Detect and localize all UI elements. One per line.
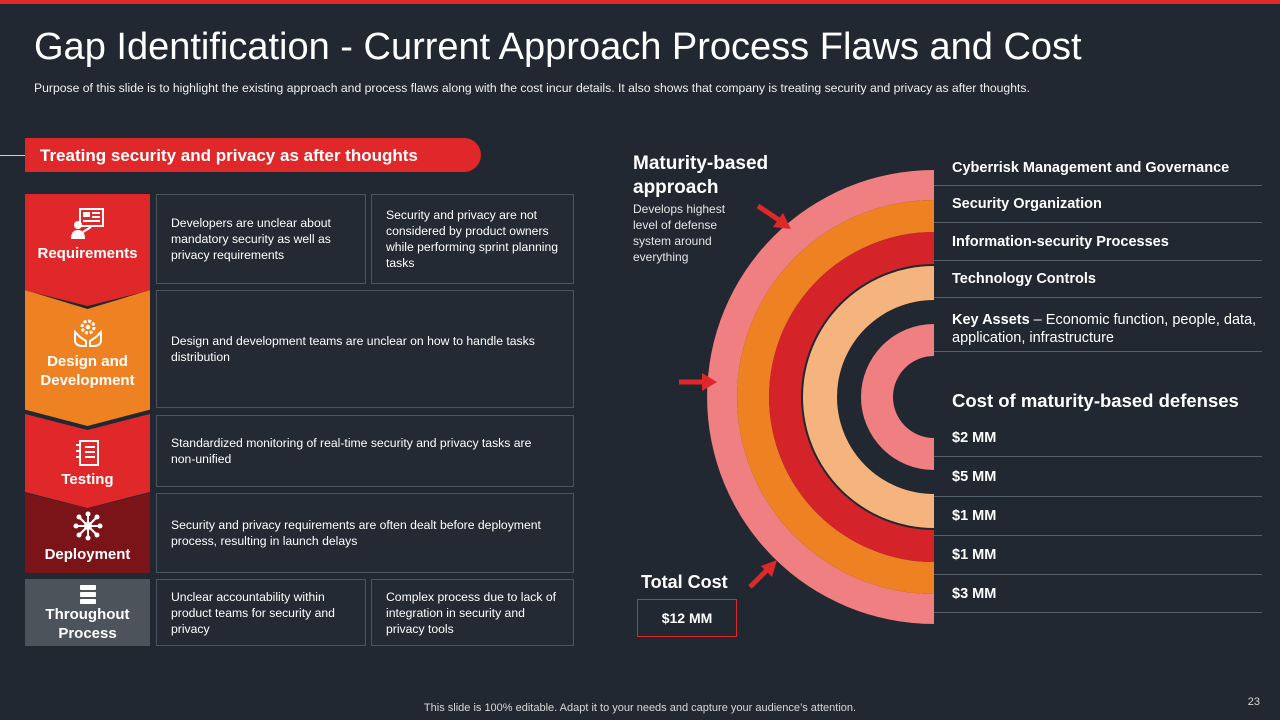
- layer-item-security-organization: Security Organization: [934, 186, 1262, 223]
- layer-ring-cyberrisk: [707, 170, 934, 624]
- layer-item-key-assets: Key Assets – Economic function, people, …: [934, 298, 1262, 352]
- stage-requirements: Requirements: [25, 194, 150, 306]
- cost-item: $2 MM: [934, 420, 1262, 457]
- section-line: [0, 155, 26, 156]
- flaw-box: Unclear accountability within product te…: [156, 579, 366, 646]
- slide-title: Gap Identification - Current Approach Pr…: [34, 26, 1082, 68]
- defense-layers-diagram: [679, 170, 934, 624]
- layer-item-information-security: Information-security Processes: [934, 223, 1262, 261]
- cost-item: $5 MM: [934, 457, 1262, 497]
- layer-item-technology-controls: Technology Controls: [934, 261, 1262, 298]
- stage-throughout-process: Throughout Process: [25, 579, 150, 646]
- page-number: 23: [1247, 696, 1260, 708]
- layer-item-cyberrisk: Cyberrisk Management and Governance: [934, 150, 1262, 186]
- gear-hand-icon: [73, 319, 102, 347]
- total-cost-value: $12 MM: [637, 599, 737, 637]
- stage-label: Deployment: [44, 546, 131, 563]
- stage-label: Throughout Process: [45, 606, 130, 642]
- arrow-icon: [679, 373, 717, 391]
- key-assets-label: Key Assets: [952, 312, 1030, 328]
- key-assets-separator: –: [1029, 312, 1046, 328]
- layer-ring-security-organization: [737, 200, 934, 594]
- flaw-box: Security and privacy requirements are of…: [156, 493, 574, 573]
- arrow-icon: [756, 203, 791, 229]
- flaw-box: Developers are unclear about mandatory s…: [156, 194, 366, 284]
- cost-item: $1 MM: [934, 536, 1262, 575]
- cost-heading: Cost of maturity-based defenses: [952, 390, 1239, 411]
- network-icon: [73, 511, 102, 541]
- layer-ring-technology-controls: [803, 266, 934, 528]
- top-accent-bar: [0, 0, 1280, 4]
- footer-note: This slide is 100% editable. Adapt it to…: [423, 702, 857, 714]
- flaw-box: Security and privacy are not considered …: [371, 194, 574, 284]
- section-heading-banner: Treating security and privacy as after t…: [25, 138, 481, 172]
- flaw-box: Standardized monitoring of real-time sec…: [156, 415, 574, 487]
- maturity-title-line: Maturity-based: [633, 153, 769, 174]
- layer-ring-key-assets: [861, 324, 934, 470]
- cost-item: $3 MM: [934, 575, 1262, 613]
- stage-testing: Testing: [25, 414, 150, 508]
- flaw-box: Design and development teams are unclear…: [156, 290, 574, 408]
- layer-ring-information-security: [769, 232, 934, 562]
- stage-label: Testing: [61, 471, 114, 488]
- requirements-icon: [70, 208, 104, 239]
- slide-subtitle: Purpose of this slide is to highlight th…: [34, 81, 1030, 95]
- maturity-title: Maturity-based approach: [633, 152, 768, 200]
- stage-label: Design and Development: [40, 353, 135, 389]
- key-assets-detail: Economic function, people, data, applica…: [952, 312, 1257, 346]
- arrow-icon: [748, 560, 777, 589]
- stage-label: Requirements: [37, 245, 138, 262]
- section-heading: Treating security and privacy as after t…: [40, 146, 418, 165]
- server-icon: [79, 585, 96, 604]
- stage-design-development: Design and Development: [25, 290, 150, 426]
- maturity-title-line: approach: [633, 177, 719, 198]
- maturity-description: Develops highest level of defense system…: [633, 202, 726, 264]
- cost-item: $1 MM: [934, 497, 1262, 536]
- checklist-icon: [75, 440, 99, 466]
- flaw-box: Complex process due to lack of integrati…: [371, 579, 574, 646]
- total-cost-label: Total Cost: [641, 572, 728, 592]
